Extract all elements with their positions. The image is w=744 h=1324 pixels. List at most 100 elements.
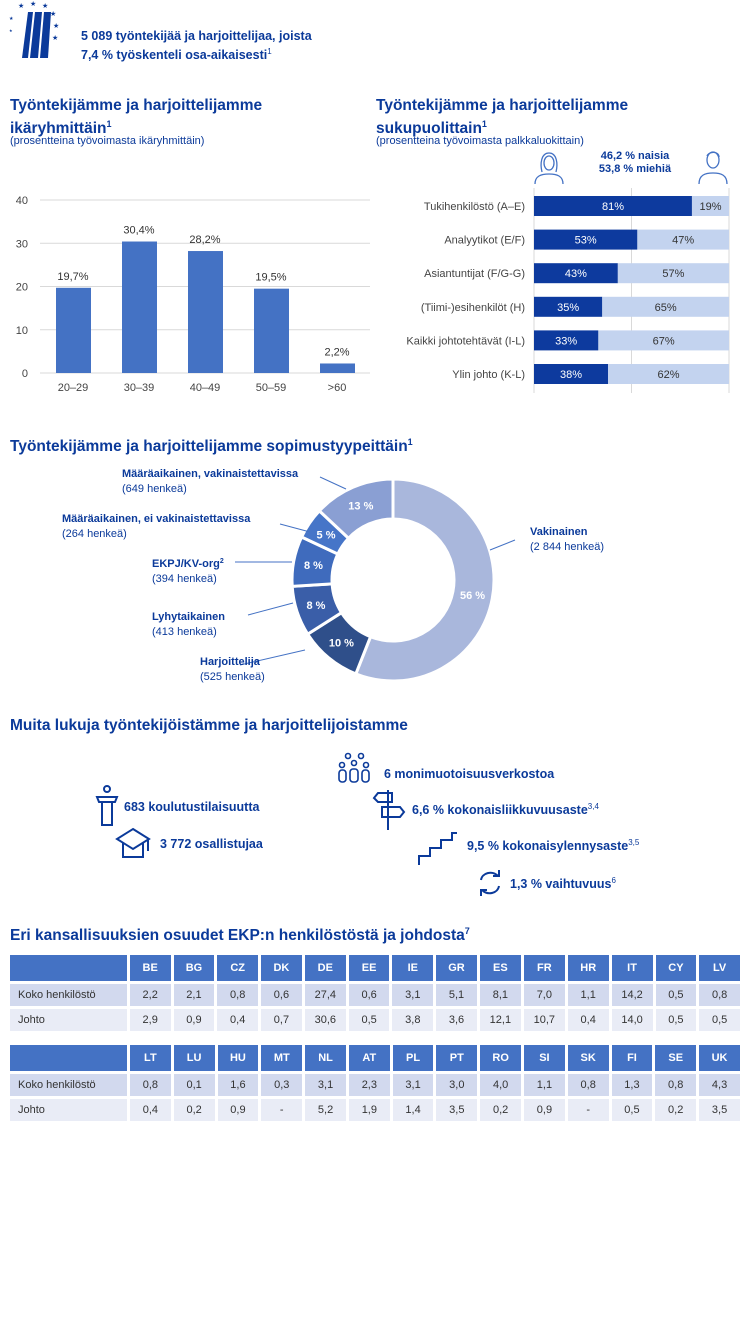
stat-participants: 3 772 osallistujaa — [160, 837, 263, 851]
country-header: LT — [130, 1045, 171, 1071]
table-cell: 1,1 — [567, 984, 609, 1006]
slice-name-label: Vakinainen — [530, 526, 588, 538]
category-label: Analyytikot (E/F) — [444, 235, 525, 247]
table-cell: 0,8 — [130, 1074, 171, 1096]
slice-count-label: (649 henkeä) — [122, 483, 187, 495]
country-header: SE — [655, 1045, 697, 1071]
country-header: BG — [173, 955, 215, 981]
category-label: Kaikki johtotehtävät (I-L) — [406, 335, 525, 347]
table-row: Johto 2,9 0,9 0,4 0,7 30,6 0,5 3,8 3,6 12,1 10,7 0,… — [10, 1009, 740, 1031]
data-label: 19,5% — [255, 272, 286, 284]
bar-men — [602, 296, 729, 317]
svg-text:★: ★ — [30, 0, 36, 8]
bar — [188, 251, 223, 373]
nationality-tables: BE BG CZ DK DE EE IE GR ES FR HR IT CY LV Koko henkilö… — [7, 952, 743, 1124]
table-cell: 1,9 — [348, 1099, 390, 1121]
stat-training: 683 koulutustilaisuutta — [124, 800, 260, 814]
bar-women — [534, 364, 609, 384]
donut-slice — [317, 477, 395, 541]
stat-mobility: 6,6 % kokonaisliikkuvuusaste3,4 — [412, 802, 599, 818]
stat-turnover: 1,3 % vaihtuvuus6 — [510, 876, 616, 892]
data-label-men: 65% — [655, 302, 677, 314]
data-label-women: 38% — [560, 369, 582, 381]
table-cell: 0,9 — [524, 1099, 565, 1121]
category-label: Asiantuntijat (F/G-G) — [424, 268, 525, 280]
header-blank — [10, 955, 127, 981]
bar-women — [534, 330, 599, 351]
table-row: Johto 0,4 0,2 0,9-5,2 1,9 1,4 3,5 0,2 0,9-0,5 0,2… — [10, 1099, 740, 1121]
table-cell: 0,8 — [567, 1074, 609, 1096]
table-cell: 0,9 — [173, 1009, 215, 1031]
y-tick-label: 30 — [16, 238, 28, 250]
row-label: Koko henkilöstö — [10, 1074, 127, 1096]
age-chart-title: Työntekijämme ja harjoittelijamme ikäryh… — [10, 97, 263, 138]
table-cell: 0,4 — [567, 1009, 609, 1031]
table-cell: 0,8 — [217, 984, 259, 1006]
bar-men — [598, 330, 729, 351]
table-cell: 5,2 — [305, 1099, 346, 1121]
bar — [320, 363, 355, 373]
stat-promotion: 9,5 % kokonaisylennysaste3,5 — [467, 838, 640, 854]
gender-chart-subtitle: (prosentteina työvoimasta palkkaluokitta… — [376, 135, 584, 147]
svg-text:★: ★ — [52, 34, 58, 42]
data-label-women: 33% — [555, 335, 577, 347]
svg-text:★: ★ — [50, 10, 56, 18]
country-header: FR — [523, 955, 565, 981]
country-header: HU — [217, 1045, 259, 1071]
header-row: LT LU HU MT NL AT PL PT RO SI SK FI SE UK — [10, 1045, 740, 1071]
table-cell: 0,1 — [173, 1074, 215, 1096]
nationality-table: BE BG CZ DK DE EE IE GR ES FR HR IT CY LV Koko henkilö… — [7, 952, 743, 1034]
country-header: GR — [436, 955, 477, 981]
category-label: Ylin johto (K-L) — [452, 369, 525, 381]
stairs-icon — [418, 832, 457, 865]
slice-count-label: (2 844 henkeä) — [530, 541, 604, 553]
country-header: CY — [655, 955, 697, 981]
data-label-women: 35% — [557, 302, 579, 314]
leader-line — [319, 476, 347, 490]
table-cell: 0,2 — [173, 1099, 215, 1121]
lectern-icon — [95, 785, 119, 826]
country-header: DK — [261, 955, 302, 981]
bar — [56, 287, 91, 373]
table-cell: 3,8 — [392, 1009, 434, 1031]
x-tick-label: 50–59 — [256, 382, 287, 394]
stat-networks: 6 monimuotoisuusverkostoa — [384, 767, 555, 781]
bar-men — [608, 364, 729, 384]
country-header: IT — [611, 955, 653, 981]
svg-text:★: ★ — [42, 2, 48, 10]
signpost-icon — [372, 790, 406, 830]
country-header: RO — [480, 1045, 522, 1071]
row-label: Johto — [10, 1009, 127, 1031]
category-label: (Tiimi-)esihenkilöt (H) — [421, 302, 525, 314]
country-header: MT — [261, 1045, 303, 1071]
leader-line — [247, 602, 294, 616]
leader-line — [239, 649, 306, 666]
country-header: UK — [699, 1045, 740, 1071]
table-cell: - — [261, 1099, 303, 1121]
table-cell: 3,1 — [305, 1074, 346, 1096]
svg-text:★: ★ — [18, 2, 24, 10]
header-summary: 5 089 työntekijää ja harjoittelijaa, joi… — [81, 29, 312, 63]
table-cell: 0,9 — [217, 1099, 259, 1121]
slice-name-label: Määräaikainen, ei vakinaistettavissa — [62, 513, 251, 525]
country-header: FI — [611, 1045, 653, 1071]
gender-summary: 46,2 % naisia 53,8 % miehiä — [598, 150, 672, 175]
bar — [122, 241, 157, 373]
country-header: IE — [392, 955, 434, 981]
svg-text:★: ★ — [9, 16, 14, 22]
country-header: CZ — [217, 955, 259, 981]
woman-icon — [534, 152, 564, 184]
y-tick-label: 40 — [16, 195, 28, 207]
header-blank — [10, 1045, 127, 1071]
table-cell: 27,4 — [304, 984, 346, 1006]
table-cell: 0,2 — [655, 1099, 697, 1121]
footnote-mark: 1 — [267, 47, 272, 56]
table-cell: 3,5 — [699, 1099, 740, 1121]
table-cell: 12,1 — [479, 1009, 521, 1031]
bar — [254, 288, 289, 373]
row-label: Johto — [10, 1099, 127, 1121]
data-label-men: 67% — [653, 335, 675, 347]
table-cell: 7,0 — [523, 984, 565, 1006]
people-group-icon — [338, 752, 370, 783]
table-cell: 4,3 — [699, 1074, 740, 1096]
